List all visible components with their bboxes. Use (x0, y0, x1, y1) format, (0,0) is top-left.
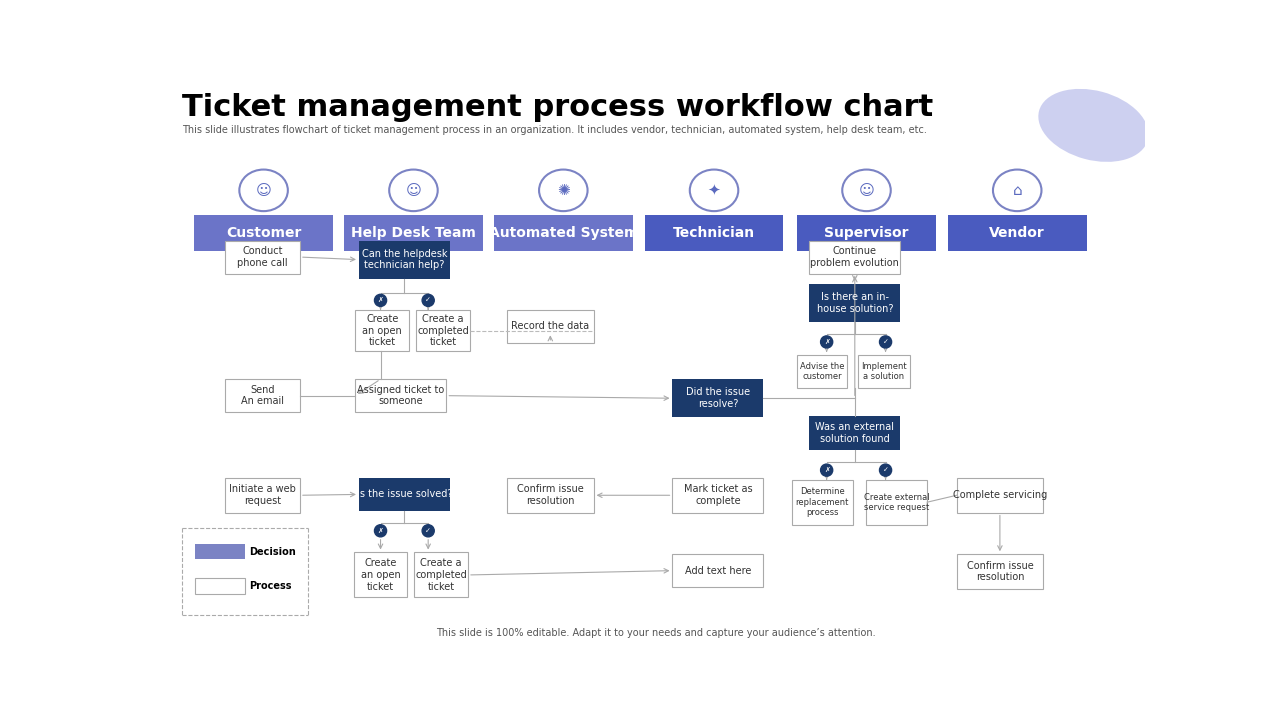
Text: Create external
service request: Create external service request (864, 492, 929, 512)
Text: Ticket management process workflow chart: Ticket management process workflow chart (182, 94, 933, 122)
Text: Create a
completed
ticket: Create a completed ticket (417, 314, 468, 347)
Ellipse shape (993, 169, 1042, 211)
Circle shape (422, 525, 434, 537)
Text: Confirm issue
resolution: Confirm issue resolution (966, 561, 1033, 582)
Text: This slide illustrates flowchart of ticket management process in an organization: This slide illustrates flowchart of tick… (182, 125, 927, 135)
Bar (507, 478, 594, 513)
Text: Vendor: Vendor (989, 226, 1044, 240)
Bar (195, 215, 333, 251)
Text: Mark ticket as
complete: Mark ticket as complete (684, 485, 753, 506)
Bar (672, 478, 763, 513)
Circle shape (422, 294, 434, 307)
Bar (792, 480, 852, 525)
Text: Continue
problem evolution: Continue problem evolution (810, 246, 900, 268)
Ellipse shape (842, 169, 891, 211)
Text: Customer: Customer (225, 226, 301, 240)
Text: Implement
a solution: Implement a solution (861, 361, 906, 381)
Bar (358, 240, 449, 279)
Text: Is the issue solved?: Is the issue solved? (357, 490, 452, 500)
Bar (672, 554, 763, 587)
Text: Can the helpdesk
technician help?: Can the helpdesk technician help? (362, 249, 447, 271)
Circle shape (375, 294, 387, 307)
Text: Record the data: Record the data (511, 321, 589, 331)
Bar (356, 310, 410, 351)
Text: Is there an in-
house solution?: Is there an in- house solution? (817, 292, 893, 314)
Text: Process: Process (248, 581, 292, 591)
Bar (415, 552, 468, 598)
Bar (225, 379, 300, 412)
Text: Create
an open
ticket: Create an open ticket (362, 314, 402, 347)
Text: ✗: ✗ (824, 339, 829, 345)
Circle shape (879, 336, 892, 348)
Text: ✗: ✗ (824, 467, 829, 473)
Text: Confirm issue
resolution: Confirm issue resolution (517, 485, 584, 506)
Bar (956, 478, 1043, 513)
Bar (507, 310, 594, 343)
Text: Create
an open
ticket: Create an open ticket (361, 559, 401, 592)
Circle shape (375, 525, 387, 537)
Text: ✗: ✗ (378, 528, 384, 534)
Bar (809, 415, 900, 450)
Text: Conduct
phone call: Conduct phone call (237, 246, 288, 268)
Text: Complete servicing: Complete servicing (952, 490, 1047, 500)
Text: Create a
completed
ticket: Create a completed ticket (415, 559, 467, 592)
Ellipse shape (1038, 89, 1148, 162)
Ellipse shape (239, 169, 288, 211)
Bar (494, 215, 632, 251)
Bar (225, 478, 300, 513)
Text: Assigned ticket to
someone: Assigned ticket to someone (357, 385, 444, 407)
Ellipse shape (389, 169, 438, 211)
Bar (358, 478, 449, 511)
Bar (809, 240, 900, 274)
Text: ✓: ✓ (425, 528, 431, 534)
Bar (225, 240, 300, 274)
Text: ☺: ☺ (406, 183, 421, 198)
Text: Help Desk Team: Help Desk Team (351, 226, 476, 240)
Text: ☺: ☺ (859, 183, 874, 198)
Bar (416, 310, 470, 351)
Bar (797, 215, 936, 251)
Text: Advise the
customer: Advise the customer (800, 361, 845, 381)
Text: ✓: ✓ (883, 467, 888, 473)
Bar (948, 215, 1087, 251)
Bar (356, 379, 447, 412)
Text: ⌂: ⌂ (1012, 183, 1021, 198)
Bar (195, 578, 246, 594)
Circle shape (879, 464, 892, 476)
Bar (353, 552, 407, 598)
Text: Automated System: Automated System (489, 226, 637, 240)
Text: Add text here: Add text here (685, 566, 751, 575)
Circle shape (820, 464, 833, 476)
Bar (672, 379, 763, 418)
Bar (344, 215, 483, 251)
Bar (645, 215, 783, 251)
Text: Decision: Decision (248, 546, 296, 557)
Text: ✗: ✗ (378, 297, 384, 303)
Text: Determine
replacement
process: Determine replacement process (796, 487, 849, 517)
Ellipse shape (690, 169, 739, 211)
Circle shape (820, 336, 833, 348)
Text: ☺: ☺ (256, 183, 271, 198)
Text: Supervisor: Supervisor (824, 226, 909, 240)
Text: Did the issue
resolve?: Did the issue resolve? (686, 387, 750, 409)
Bar (858, 355, 910, 388)
Text: ✓: ✓ (425, 297, 431, 303)
Bar (956, 554, 1043, 589)
Text: Was an external
solution found: Was an external solution found (815, 422, 895, 444)
Ellipse shape (539, 169, 588, 211)
Bar (797, 355, 847, 388)
Text: Send
An email: Send An email (241, 385, 284, 407)
Text: ✦: ✦ (708, 183, 721, 198)
Bar (195, 544, 246, 559)
Bar (809, 284, 900, 322)
Text: Technician: Technician (673, 226, 755, 240)
Text: Initiate a web
request: Initiate a web request (229, 485, 296, 506)
Bar (867, 480, 927, 525)
Text: ✓: ✓ (883, 339, 888, 345)
Text: This slide is 100% editable. Adapt it to your needs and capture your audience’s : This slide is 100% editable. Adapt it to… (436, 628, 876, 638)
Text: ✺: ✺ (557, 183, 570, 198)
